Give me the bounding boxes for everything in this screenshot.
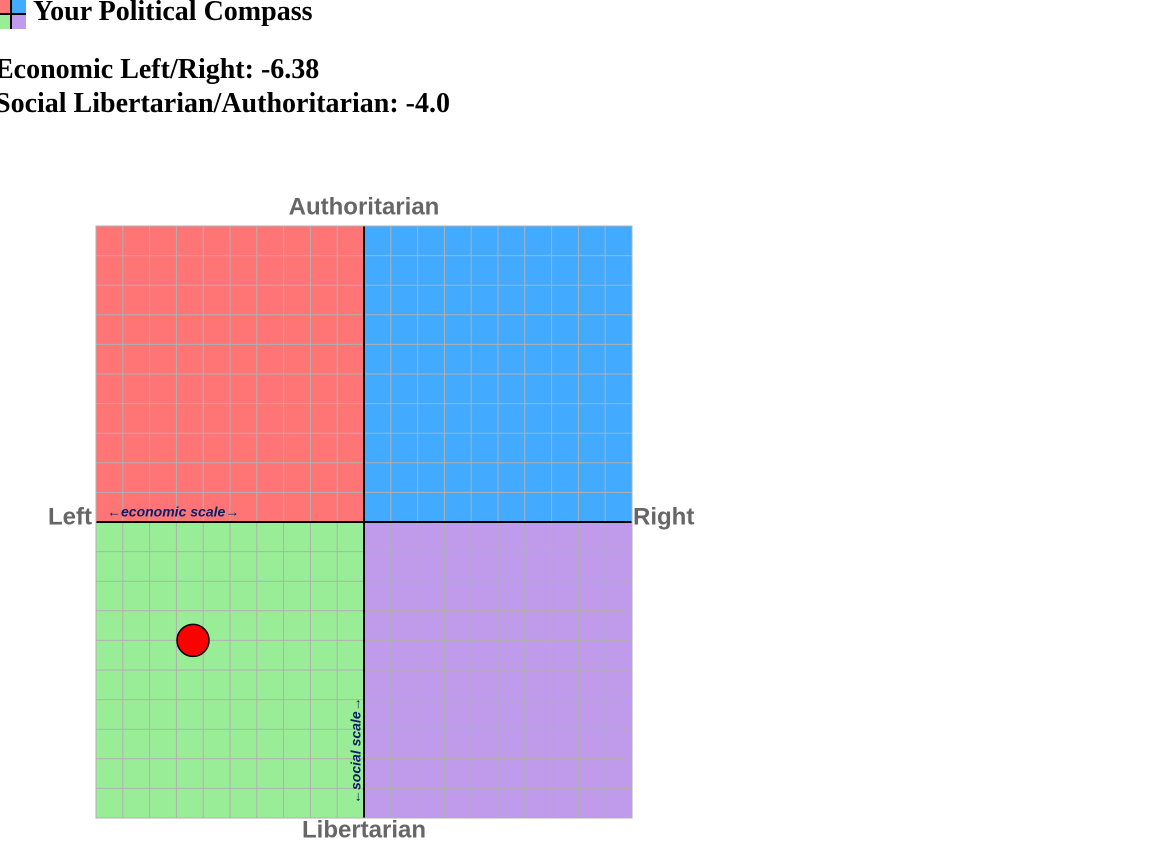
axis-label: Libertarian bbox=[302, 816, 426, 843]
chart-border bbox=[95, 225, 633, 819]
score-value: -4.0 bbox=[405, 88, 450, 119]
title-row: Your Political Compass bbox=[0, 0, 313, 29]
axis-label: Authoritarian bbox=[289, 193, 440, 220]
page-title: Your Political Compass bbox=[33, 0, 313, 27]
score-economic: Economic Left/Right: -6.38 bbox=[0, 54, 319, 86]
icon-svg bbox=[0, 0, 26, 29]
scale-label: ←economic scale→ bbox=[107, 504, 239, 520]
axis-label: Right bbox=[633, 503, 694, 530]
quadrant-lib-right bbox=[364, 522, 632, 818]
scale-label: ←social scale→ bbox=[348, 697, 364, 804]
score-value: -6.38 bbox=[260, 54, 320, 85]
score-label: Economic Left/Right: bbox=[0, 54, 254, 85]
position-dot bbox=[176, 623, 210, 658]
quadrant-auth-right bbox=[364, 226, 632, 522]
compass-icon bbox=[0, 0, 26, 29]
quadrant-auth-left bbox=[96, 226, 364, 522]
axis-label: Left bbox=[48, 503, 92, 530]
score-label: Social Libertarian/Authoritarian: bbox=[0, 88, 399, 119]
quadrant-lib-left bbox=[96, 522, 364, 818]
score-social: Social Libertarian/Authoritarian: -4.0 bbox=[0, 88, 450, 120]
